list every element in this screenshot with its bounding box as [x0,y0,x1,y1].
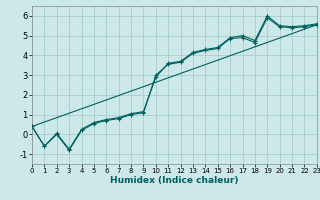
X-axis label: Humidex (Indice chaleur): Humidex (Indice chaleur) [110,176,239,185]
